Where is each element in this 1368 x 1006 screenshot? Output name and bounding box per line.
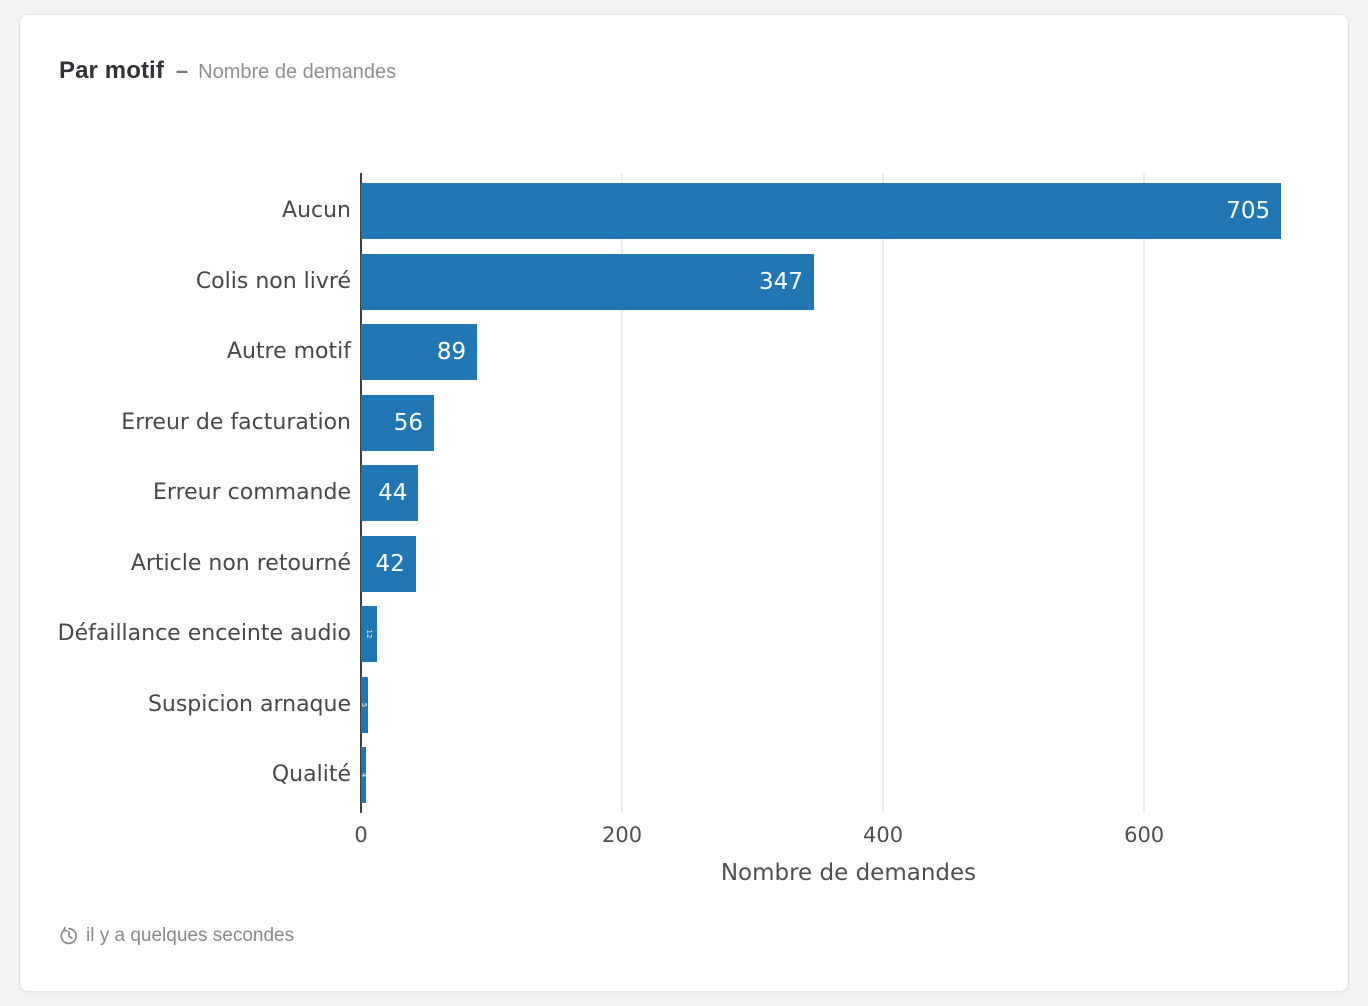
bar-row: Autre motif 89 [40, 317, 1336, 388]
bar-value-label: 56 [393, 409, 424, 436]
category-label: Suspicion arnaque [147, 691, 351, 717]
bar-value-label: 89 [436, 339, 467, 366]
category-label: Défaillance enceinte audio [57, 621, 351, 646]
bar-area: 705 [361, 176, 1336, 247]
category-label: Erreur de facturation [121, 409, 351, 435]
bar-value-label: 44 [378, 480, 408, 507]
bar[interactable]: 5 [360, 676, 369, 733]
category-label: Article non retourné [130, 550, 351, 576]
bar-area: 42 [361, 529, 1336, 600]
x-axis-label: Nombre de demandes [720, 860, 977, 886]
bar-chart: Aucun 705 Colis non livré 347 Autre motif 89 E… [40, 176, 1336, 811]
x-tick-label: 400 [863, 823, 904, 847]
card-header: Par motif – Nombre de demandes [59, 57, 396, 85]
bar-area: 4 [359, 740, 1336, 811]
title-separator: – [175, 58, 189, 83]
x-axis-ticks: 0 200 400 600 [354, 823, 1336, 853]
bar-row: Colis non livré 347 [40, 247, 1336, 318]
bar-area: 347 [361, 247, 1336, 318]
bar[interactable]: 89 [361, 324, 478, 381]
bar-area: 44 [361, 458, 1336, 529]
bar-row: Défaillance enceinte audio 12 [40, 599, 1336, 670]
bar-row: Erreur de facturation 56 [40, 388, 1336, 459]
bar[interactable]: 4 [359, 747, 368, 804]
gridline-600 [1143, 173, 1146, 813]
category-label: Colis non livré [195, 268, 351, 294]
last-updated-text: il y a quelques secondes [86, 925, 295, 946]
category-label: Aucun [282, 198, 351, 223]
bar-area: 12 [361, 599, 1336, 670]
last-updated-indicator[interactable]: il y a quelques secondes [59, 925, 294, 947]
gridline-200 [621, 173, 624, 813]
bar[interactable]: 44 [361, 465, 419, 522]
bar[interactable]: 56 [361, 394, 435, 451]
bar-value-label: 347 [759, 268, 803, 295]
gridline-400 [882, 173, 885, 813]
clock-history-icon [60, 926, 77, 945]
card-subtitle: Nombre de demandes [198, 61, 397, 83]
bar-value-label: 5 [360, 702, 369, 707]
bar[interactable]: 705 [361, 183, 1282, 240]
bar[interactable]: 347 [361, 253, 814, 310]
bar[interactable]: 12 [361, 606, 377, 663]
bar-row: Aucun 705 [40, 176, 1336, 247]
bar-area: 5 [360, 670, 1336, 741]
bar-area: 89 [361, 317, 1336, 388]
bar-value-label: 4 [359, 773, 368, 778]
bar-value-label: 12 [364, 629, 373, 639]
bar-value-label: 42 [375, 550, 405, 577]
bar-area: 56 [361, 388, 1336, 459]
bar-row: Article non retourné 42 [40, 529, 1336, 600]
bar-row: Qualité 4 [40, 740, 1336, 811]
bar-value-label: 705 [1226, 198, 1271, 225]
x-tick-label: 200 [601, 823, 643, 847]
chart-card: Par motif – Nombre de demandes Aucun 705 C… [19, 14, 1349, 992]
category-label: Autre motif [226, 339, 351, 364]
bar-row: Suspicion arnaque 5 [40, 670, 1336, 741]
x-tick-label: 600 [1124, 823, 1165, 847]
bar-row: Erreur commande 44 [40, 458, 1336, 529]
card-title[interactable]: Par motif [59, 57, 164, 84]
x-tick-label: 0 [354, 823, 368, 847]
category-label: Qualité [271, 762, 351, 787]
category-label: Erreur commande [153, 480, 351, 505]
bar[interactable]: 42 [361, 535, 416, 592]
